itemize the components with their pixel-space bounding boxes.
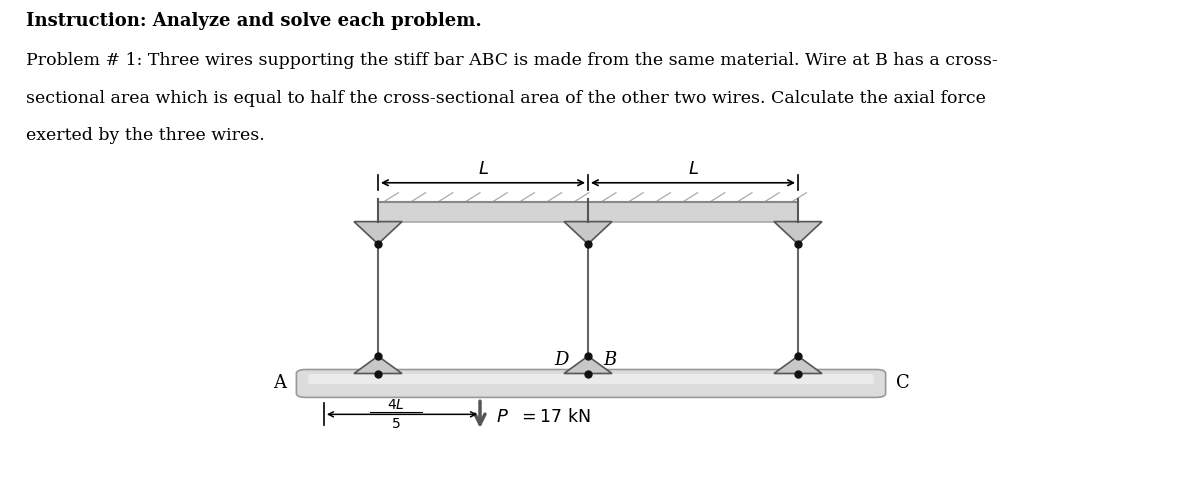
Text: Problem # 1: Three wires supporting the stiff bar ABC is made from the same mate: Problem # 1: Three wires supporting the …: [26, 52, 998, 69]
Polygon shape: [774, 356, 822, 374]
Text: $5$: $5$: [391, 417, 401, 431]
Text: sectional area which is equal to half the cross-sectional area of the other two : sectional area which is equal to half th…: [26, 90, 986, 107]
Polygon shape: [774, 222, 822, 244]
Text: B: B: [602, 351, 617, 369]
Text: $4L$: $4L$: [388, 398, 404, 412]
Polygon shape: [564, 222, 612, 244]
Text: $\it{L}$: $\it{L}$: [478, 160, 488, 178]
Text: A: A: [274, 374, 286, 392]
Text: C: C: [895, 374, 910, 392]
Polygon shape: [354, 356, 402, 374]
Text: exerted by the three wires.: exerted by the three wires.: [26, 127, 265, 144]
FancyBboxPatch shape: [296, 370, 886, 397]
Text: $= 17\ \mathrm{kN}$: $= 17\ \mathrm{kN}$: [518, 408, 590, 426]
Text: D: D: [554, 351, 569, 369]
Text: Instruction: Analyze and solve each problem.: Instruction: Analyze and solve each prob…: [26, 12, 482, 30]
Text: $\it{L}$: $\it{L}$: [688, 160, 698, 178]
Polygon shape: [564, 356, 612, 374]
FancyBboxPatch shape: [308, 374, 874, 384]
FancyBboxPatch shape: [378, 202, 798, 222]
Polygon shape: [354, 222, 402, 244]
Text: $\it{P}$: $\it{P}$: [496, 408, 509, 426]
